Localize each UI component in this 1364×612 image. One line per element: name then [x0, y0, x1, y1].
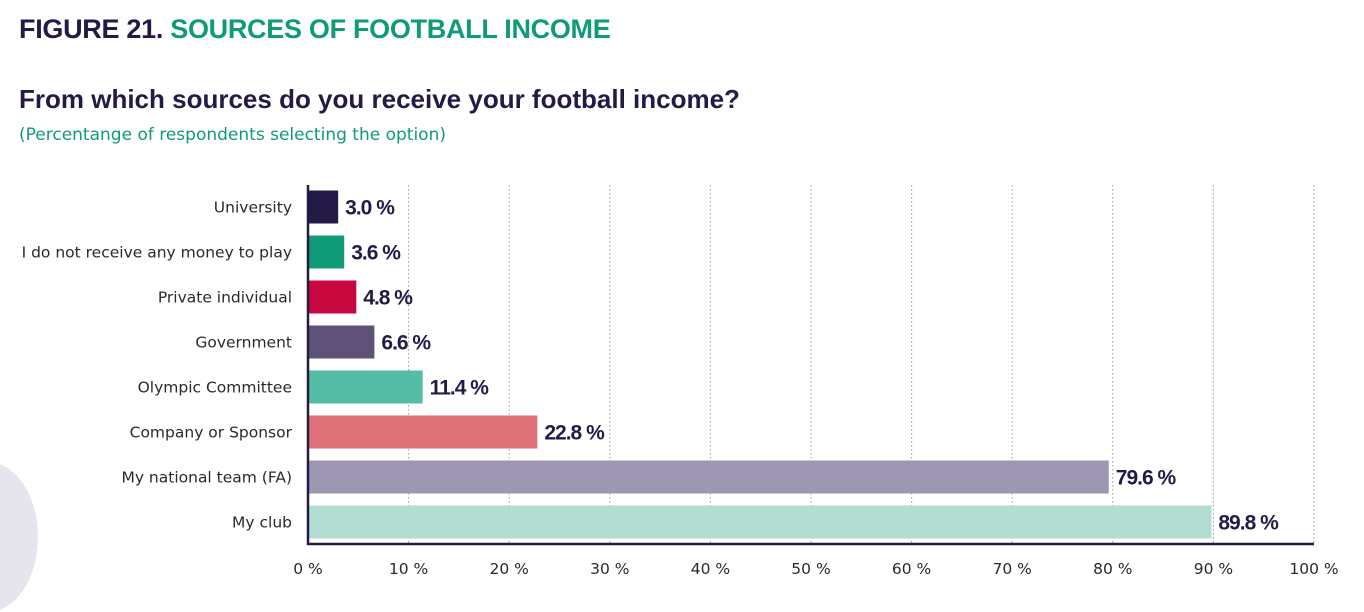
x-tick-label: 80 % — [1093, 560, 1132, 578]
value-label: 4.8 % — [363, 287, 413, 310]
category-label: Company or Sponsor — [130, 424, 293, 442]
x-tick-label: 20 % — [490, 560, 529, 578]
axes — [306, 185, 1314, 546]
bars — [308, 190, 1212, 539]
value-label: 89.8 % — [1218, 512, 1279, 535]
bar — [308, 460, 1109, 494]
x-tick-label: 50 % — [791, 560, 830, 578]
figure-name: SOURCES OF FOOTBALL INCOME — [170, 14, 611, 44]
x-tick-label: 90 % — [1194, 560, 1233, 578]
value-label: 79.6 % — [1116, 467, 1177, 490]
bar — [308, 190, 339, 224]
bar — [308, 415, 538, 449]
x-tick-label: 0 % — [293, 560, 323, 578]
category-label: My club — [232, 514, 292, 532]
labels: 0 % 10 % 20 % 30 % 40 % 50 % 60 % 70 % 80 % 90 % 1… — [22, 197, 1339, 579]
value-label: 22.8 % — [544, 422, 605, 445]
bar — [308, 280, 357, 314]
x-tick-label: 30 % — [590, 560, 629, 578]
bar — [308, 370, 423, 404]
x-tick-label: 60 % — [892, 560, 931, 578]
chart-subtitle: (Percentange of respondents selecting th… — [19, 125, 446, 145]
x-tick-label: 40 % — [691, 560, 730, 578]
bar — [308, 325, 375, 359]
category-label: My national team (FA) — [121, 469, 292, 487]
value-label: 11.4 % — [430, 377, 490, 400]
figure-title: FIGURE 21. SOURCES OF FOOTBALL INCOME — [19, 14, 611, 45]
category-label: Government — [195, 334, 292, 352]
figure-label: FIGURE 21. — [19, 14, 164, 44]
category-label: Olympic Committee — [138, 379, 292, 397]
category-label: Private individual — [158, 289, 292, 307]
category-label: I do not receive any money to play — [22, 244, 292, 262]
x-tick-label: 70 % — [993, 560, 1032, 578]
chart-question: From which sources do you receive your f… — [19, 84, 740, 114]
value-label: 6.6 % — [381, 332, 431, 355]
x-tick-label: 100 % — [1289, 560, 1338, 578]
x-tick-label: 10 % — [389, 560, 428, 578]
category-label: University — [214, 199, 292, 217]
bar — [308, 505, 1212, 539]
value-label: 3.0 % — [345, 197, 395, 220]
bar — [308, 235, 345, 269]
value-label: 3.6 % — [351, 242, 401, 265]
